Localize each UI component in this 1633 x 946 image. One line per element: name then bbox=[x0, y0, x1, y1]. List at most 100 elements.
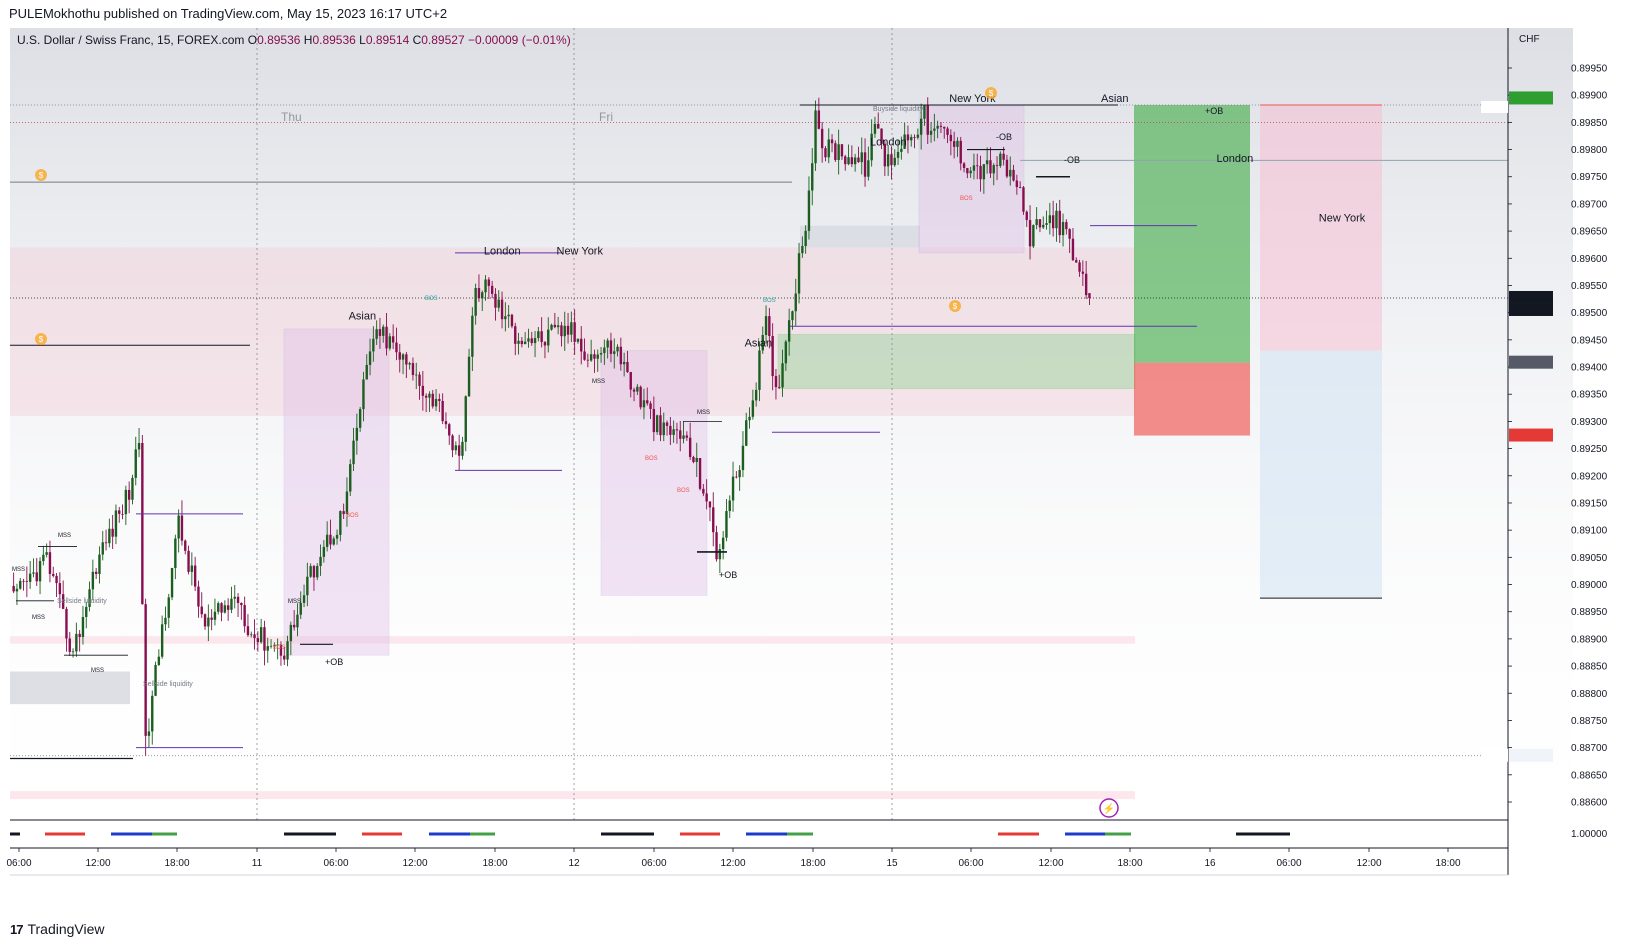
low-label-bg bbox=[1481, 748, 1508, 762]
candle bbox=[665, 420, 669, 436]
candle bbox=[1038, 219, 1042, 233]
liquidity-zone bbox=[10, 671, 130, 705]
candle bbox=[794, 278, 797, 326]
candle bbox=[444, 412, 448, 429]
candle bbox=[131, 474, 134, 505]
candle bbox=[332, 536, 335, 546]
y-tick-label: 0.89650 bbox=[1571, 227, 1608, 238]
candle bbox=[731, 461, 735, 512]
y-tick-label: 0.88950 bbox=[1571, 607, 1608, 618]
candle bbox=[283, 646, 286, 666]
candle bbox=[672, 420, 675, 443]
liquidity-zone-2 bbox=[800, 225, 920, 248]
candle bbox=[256, 631, 260, 652]
candle bbox=[873, 116, 877, 138]
tradingview-logo-icon: 17 bbox=[10, 921, 24, 937]
annotation-label: Sellside liquidity bbox=[143, 681, 193, 688]
candle bbox=[55, 572, 58, 597]
candle bbox=[431, 390, 434, 409]
candle bbox=[774, 368, 778, 400]
candle bbox=[203, 613, 207, 630]
candle bbox=[368, 338, 372, 376]
candle bbox=[454, 441, 458, 455]
candle bbox=[85, 601, 88, 629]
candle bbox=[299, 591, 302, 620]
candle bbox=[850, 145, 854, 168]
candle bbox=[946, 126, 949, 144]
candle bbox=[771, 323, 774, 391]
candle bbox=[609, 332, 613, 363]
candle bbox=[352, 427, 355, 472]
candle bbox=[916, 128, 920, 140]
candle bbox=[121, 504, 124, 520]
candle bbox=[108, 518, 111, 548]
candle bbox=[358, 406, 362, 432]
candle bbox=[514, 322, 517, 356]
pink-zone-thin bbox=[10, 636, 1135, 644]
candle bbox=[761, 326, 764, 354]
candle bbox=[804, 225, 807, 254]
candle bbox=[263, 620, 266, 666]
annotation-label: MSS bbox=[592, 379, 605, 385]
candle bbox=[137, 427, 141, 458]
y-tick-label: 0.89400 bbox=[1571, 363, 1608, 374]
candle bbox=[646, 387, 649, 406]
candle bbox=[319, 544, 322, 576]
candle bbox=[329, 519, 332, 550]
candle bbox=[1042, 216, 1045, 230]
x-tick-label: 18:00 bbox=[1435, 858, 1460, 869]
position-stop-box[interactable] bbox=[1134, 362, 1250, 436]
candle bbox=[929, 122, 933, 143]
candle bbox=[820, 121, 824, 163]
candle bbox=[969, 167, 972, 178]
position-target-box[interactable] bbox=[1134, 104, 1250, 363]
candle bbox=[451, 434, 454, 458]
candle bbox=[302, 584, 306, 608]
low-price-tag bbox=[1509, 748, 1553, 762]
candle bbox=[712, 492, 715, 547]
candle bbox=[877, 112, 880, 129]
candle bbox=[177, 509, 180, 553]
y-tick-label: 0.89800 bbox=[1571, 145, 1608, 156]
candle bbox=[428, 391, 431, 412]
candle bbox=[1025, 210, 1028, 227]
candle bbox=[738, 465, 741, 491]
candle bbox=[576, 338, 580, 344]
candle bbox=[250, 631, 253, 638]
candle bbox=[230, 586, 233, 614]
candle bbox=[220, 602, 223, 622]
candle bbox=[266, 637, 269, 663]
y-tick-label: 0.88800 bbox=[1571, 689, 1608, 700]
candle bbox=[349, 459, 352, 496]
x-tick-label: 18:00 bbox=[1117, 858, 1142, 869]
candle bbox=[362, 371, 365, 422]
candle bbox=[748, 407, 751, 429]
candle bbox=[98, 546, 101, 584]
annotation-label: MSS bbox=[32, 615, 45, 621]
candle bbox=[573, 309, 576, 355]
lightning-icon[interactable] bbox=[1099, 798, 1119, 818]
candle bbox=[190, 552, 194, 586]
sub-pane-tick-label: 1.00000 bbox=[1571, 829, 1608, 840]
projection-box-upper bbox=[1260, 104, 1382, 351]
x-tick-label: 06:00 bbox=[958, 858, 983, 869]
candle bbox=[698, 457, 702, 491]
candle bbox=[35, 558, 38, 587]
candle bbox=[655, 414, 659, 435]
candle bbox=[365, 354, 368, 380]
candle bbox=[170, 567, 174, 601]
candle bbox=[193, 556, 197, 591]
candle bbox=[1018, 181, 1022, 189]
countdown-tag bbox=[1509, 303, 1553, 316]
candle bbox=[395, 327, 398, 361]
candle bbox=[474, 283, 477, 325]
session-label: New York bbox=[1319, 213, 1366, 225]
candle bbox=[939, 122, 943, 133]
candle bbox=[372, 326, 375, 362]
candle bbox=[15, 583, 19, 606]
candle bbox=[976, 153, 979, 180]
candle bbox=[154, 661, 157, 697]
candle bbox=[632, 387, 636, 402]
candle bbox=[504, 302, 507, 332]
